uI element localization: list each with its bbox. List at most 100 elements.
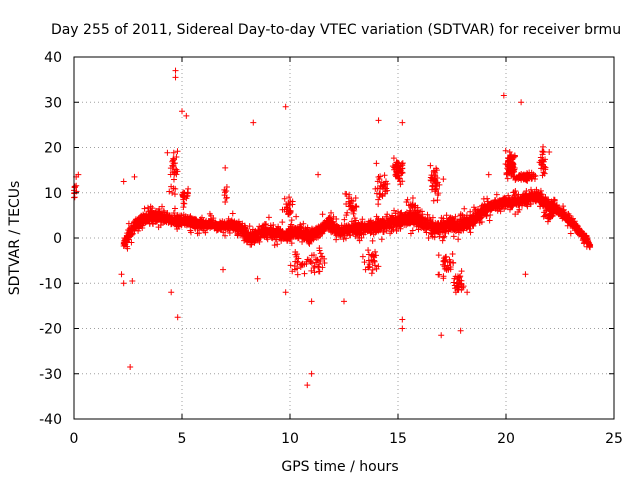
data-point — [271, 242, 278, 249]
data-point — [246, 223, 253, 230]
x-tick-label: 20 — [497, 431, 515, 447]
data-point — [157, 222, 164, 229]
data-point — [546, 149, 553, 156]
data-point — [398, 209, 405, 216]
data-point — [279, 219, 286, 226]
data-point — [435, 271, 442, 278]
data-point — [458, 268, 465, 275]
data-point — [432, 186, 439, 193]
data-point — [263, 221, 270, 228]
data-point — [306, 240, 313, 247]
data-point — [315, 171, 322, 178]
y-tick-label: -40 — [39, 412, 62, 428]
data-point — [311, 269, 318, 276]
data-point — [220, 229, 227, 236]
data-point — [170, 210, 177, 217]
data-point — [172, 74, 179, 81]
data-point — [265, 214, 272, 221]
data-point — [399, 316, 406, 323]
y-tick-label: 40 — [44, 50, 62, 66]
data-point — [174, 314, 181, 321]
data-point — [434, 197, 441, 204]
data-point — [368, 270, 375, 277]
data-point — [373, 160, 380, 167]
data-point — [424, 211, 431, 218]
data-point — [461, 205, 468, 212]
data-point — [371, 257, 378, 264]
y-axis-label: SDTVAR / TECUs — [7, 181, 23, 296]
data-point — [411, 221, 418, 228]
data-point — [120, 178, 127, 185]
data-point — [449, 250, 456, 257]
data-point — [131, 173, 138, 180]
data-point — [319, 211, 326, 218]
data-point — [297, 221, 304, 228]
data-point — [226, 230, 233, 237]
data-point — [378, 236, 385, 243]
data-point — [180, 204, 187, 211]
y-tick-label: 20 — [44, 141, 62, 157]
data-point — [486, 217, 493, 224]
data-point — [504, 175, 511, 182]
data-points — [71, 67, 594, 389]
data-point — [254, 275, 261, 282]
data-point — [171, 205, 178, 212]
data-point — [301, 270, 308, 277]
data-point — [222, 164, 229, 171]
data-point — [502, 147, 509, 154]
data-point — [120, 280, 127, 287]
data-point — [118, 271, 125, 278]
data-point — [288, 240, 295, 247]
data-point — [567, 230, 574, 237]
data-point — [381, 172, 388, 179]
data-point — [399, 119, 406, 126]
data-point — [397, 225, 404, 232]
data-point — [467, 229, 474, 236]
x-tick-label: 0 — [70, 431, 79, 447]
y-tick-label: -10 — [39, 276, 62, 292]
data-point — [264, 236, 271, 243]
data-point — [341, 298, 347, 305]
data-point — [149, 205, 156, 212]
data-point — [304, 382, 311, 389]
data-point — [124, 245, 131, 252]
data-point — [438, 332, 445, 339]
data-point — [183, 112, 190, 119]
y-tick-label: 30 — [44, 95, 62, 111]
data-point — [375, 117, 382, 124]
data-point — [287, 262, 294, 269]
data-point — [365, 247, 372, 254]
data-point — [179, 108, 185, 115]
data-point — [427, 162, 434, 169]
data-point — [174, 148, 181, 155]
data-point — [185, 185, 192, 192]
data-point — [308, 370, 315, 377]
data-point — [282, 103, 289, 110]
data-point — [328, 209, 335, 216]
y-tick-label: 0 — [53, 231, 62, 247]
data-point — [128, 232, 135, 239]
data-point — [164, 149, 171, 156]
data-point — [352, 217, 359, 224]
data-point — [274, 241, 281, 248]
data-point — [300, 220, 307, 227]
data-point — [399, 325, 406, 332]
x-tick-labels: 0 5 10 15 20 25 — [70, 431, 623, 447]
data-point — [317, 250, 324, 257]
x-tick-label: 10 — [281, 431, 299, 447]
data-point — [282, 289, 289, 296]
data-point — [484, 195, 491, 202]
y-tick-label: 10 — [44, 186, 62, 202]
data-point — [196, 230, 203, 237]
data-point — [294, 271, 301, 278]
data-point — [430, 197, 437, 204]
data-point — [308, 298, 315, 305]
data-point — [359, 253, 366, 260]
data-point — [222, 232, 229, 239]
data-point — [341, 216, 348, 223]
data-point — [333, 216, 340, 223]
data-point — [256, 238, 263, 245]
data-point — [409, 227, 416, 234]
data-point — [286, 194, 293, 201]
